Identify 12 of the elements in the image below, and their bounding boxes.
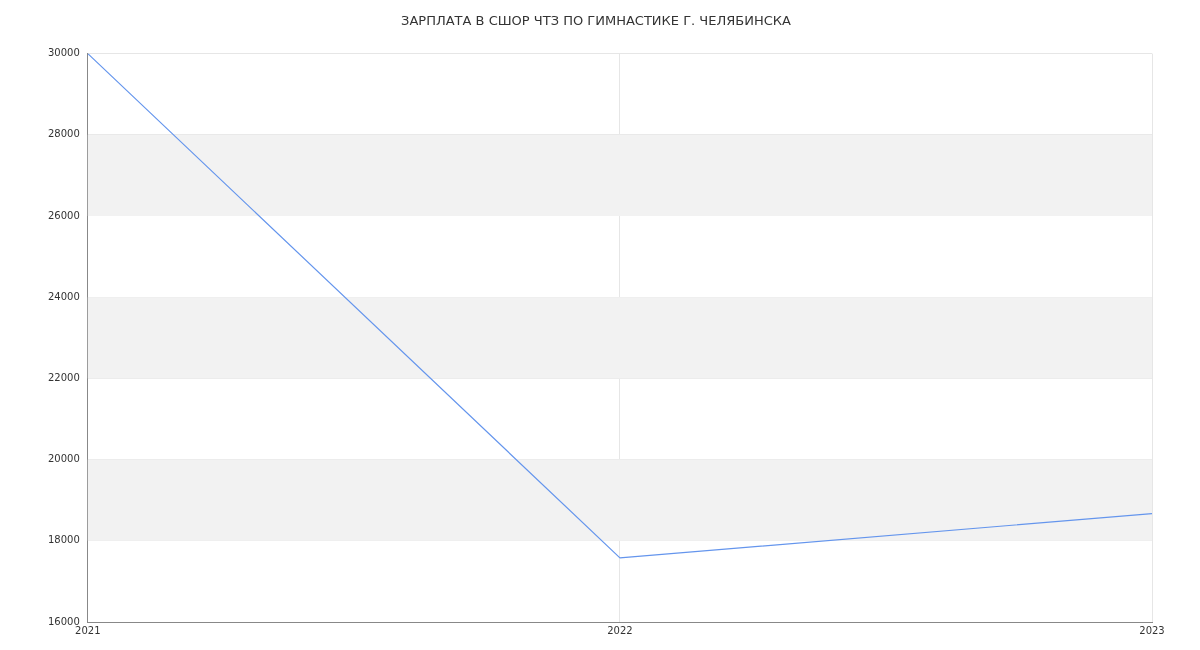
y-tick-label: 24000	[48, 290, 80, 302]
y-tick-label: 30000	[48, 47, 80, 59]
y-tick-label: 22000	[48, 371, 80, 383]
y-tick-label: 18000	[48, 534, 80, 546]
y-tick-label: 20000	[48, 453, 80, 465]
y-tick-label: 16000	[48, 615, 80, 627]
x-tick-label: 2022	[607, 624, 633, 636]
y-tick-label: 26000	[48, 209, 80, 221]
chart-title: ЗАРПЛАТА В СШОР ЧТЗ ПО ГИМНАСТИКЕ Г. ЧЕЛЯБИНСКА	[401, 13, 791, 29]
x-tick-label: 2021	[75, 624, 101, 636]
x-tick-label: 2023	[1139, 624, 1165, 636]
y-tick-label: 28000	[48, 128, 80, 140]
